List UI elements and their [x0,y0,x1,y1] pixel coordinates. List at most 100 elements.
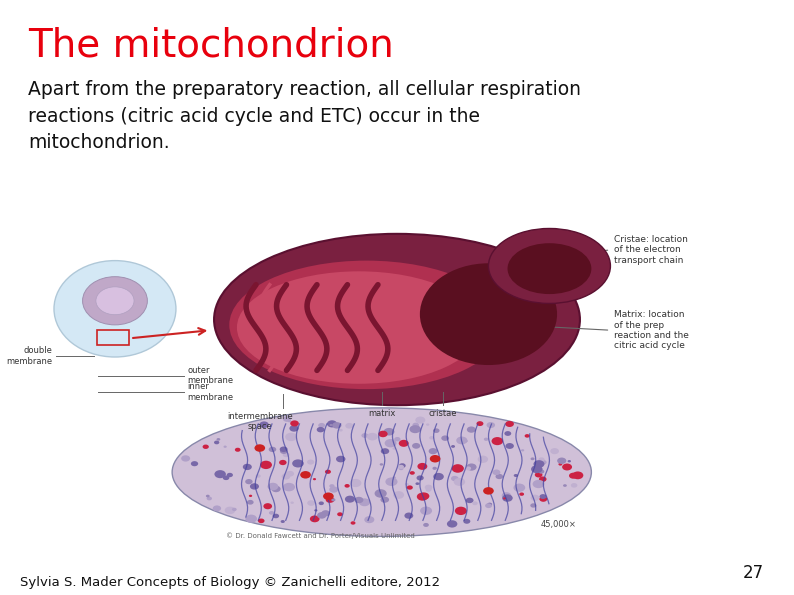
Circle shape [332,422,341,428]
Circle shape [330,424,333,426]
Text: The mitochondrion: The mitochondrion [28,27,394,65]
Text: 45,000×: 45,000× [540,521,576,530]
Circle shape [225,506,235,514]
Circle shape [232,508,237,511]
Circle shape [375,489,387,498]
Circle shape [412,443,420,449]
Circle shape [452,464,464,472]
Circle shape [283,416,291,422]
Circle shape [330,484,334,488]
Circle shape [345,496,355,503]
Circle shape [243,464,252,470]
Circle shape [279,446,287,452]
Circle shape [290,421,299,427]
Ellipse shape [420,263,557,365]
Circle shape [534,460,545,468]
Circle shape [380,464,384,466]
Circle shape [272,513,279,518]
Circle shape [327,420,337,427]
Circle shape [351,521,356,525]
Ellipse shape [83,277,148,325]
Circle shape [563,484,567,487]
Circle shape [457,466,464,471]
Circle shape [572,471,584,479]
Circle shape [467,427,476,433]
Circle shape [393,491,404,499]
Circle shape [539,496,547,502]
Circle shape [283,483,295,491]
Ellipse shape [507,243,592,294]
Circle shape [540,460,546,465]
Circle shape [384,428,395,436]
Circle shape [399,464,406,468]
Circle shape [245,479,252,484]
Circle shape [317,512,326,519]
Circle shape [530,503,537,508]
Circle shape [434,473,444,480]
Circle shape [224,446,227,448]
Circle shape [264,503,272,509]
Circle shape [478,456,488,463]
Text: cristae: cristae [429,409,457,418]
Circle shape [451,476,459,481]
Circle shape [531,465,542,473]
Circle shape [557,458,566,464]
Circle shape [325,469,331,474]
Circle shape [405,483,409,486]
Circle shape [214,440,219,444]
Circle shape [367,433,378,440]
Circle shape [540,494,546,499]
Circle shape [336,456,345,462]
Circle shape [279,460,287,465]
Circle shape [418,463,427,470]
Circle shape [514,474,518,477]
Circle shape [484,438,488,441]
Circle shape [569,472,577,479]
Circle shape [505,421,514,427]
Text: matrix: matrix [368,409,395,418]
Circle shape [330,486,338,493]
Circle shape [488,503,492,506]
Circle shape [364,516,374,523]
Text: outer
membrane: outer membrane [187,366,233,386]
Circle shape [213,505,221,511]
Circle shape [206,494,210,497]
Circle shape [227,473,233,477]
Circle shape [417,475,424,481]
Circle shape [206,497,212,500]
Circle shape [550,448,559,454]
Ellipse shape [237,271,481,384]
Circle shape [464,440,468,442]
Circle shape [317,427,325,433]
Circle shape [287,420,291,422]
Circle shape [538,469,545,474]
Circle shape [404,512,413,519]
Circle shape [380,497,389,503]
Circle shape [394,437,400,441]
Circle shape [214,470,225,478]
Circle shape [391,478,395,480]
Circle shape [258,518,264,523]
Circle shape [345,484,349,488]
Circle shape [361,433,368,438]
Circle shape [430,455,441,462]
Circle shape [379,431,387,437]
Circle shape [466,464,476,471]
Circle shape [331,499,335,502]
Circle shape [407,486,413,490]
Circle shape [558,463,562,466]
Circle shape [260,461,272,469]
Circle shape [412,422,419,427]
Circle shape [268,483,279,490]
Circle shape [349,479,361,487]
Circle shape [506,443,514,449]
Circle shape [487,422,495,428]
Circle shape [525,434,530,438]
Circle shape [392,447,396,450]
Circle shape [385,477,398,486]
Circle shape [441,436,449,441]
Circle shape [502,492,511,499]
Circle shape [310,515,320,522]
Circle shape [399,466,403,470]
Text: 27: 27 [742,564,764,582]
